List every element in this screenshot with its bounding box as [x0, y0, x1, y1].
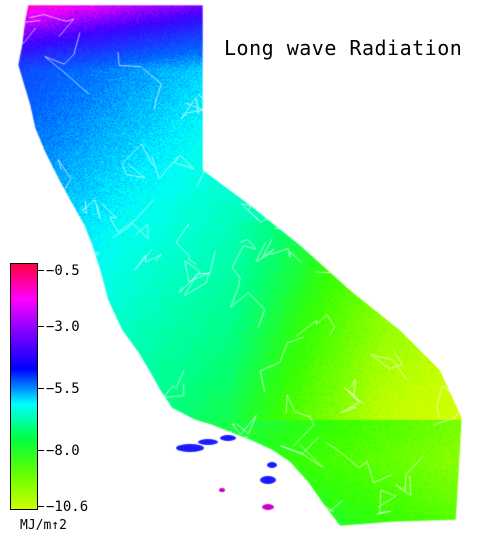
colorbar [10, 263, 38, 510]
colorbar-tick [38, 506, 44, 507]
colorbar-label: −3.0 [46, 319, 80, 335]
colorbar-tick [38, 388, 44, 389]
map-title: Long wave Radiation [224, 36, 463, 60]
colorbar-label: −0.5 [46, 263, 80, 279]
colorbar-label: −10.6 [46, 499, 89, 515]
colorbar-tick [38, 326, 44, 327]
colorbar-label: −5.5 [46, 381, 80, 397]
colorbar-tick [38, 270, 44, 271]
units-label: MJ/m↑2 [20, 518, 67, 533]
colorbar-tick [38, 450, 44, 451]
colorbar-label: −8.0 [46, 443, 80, 459]
